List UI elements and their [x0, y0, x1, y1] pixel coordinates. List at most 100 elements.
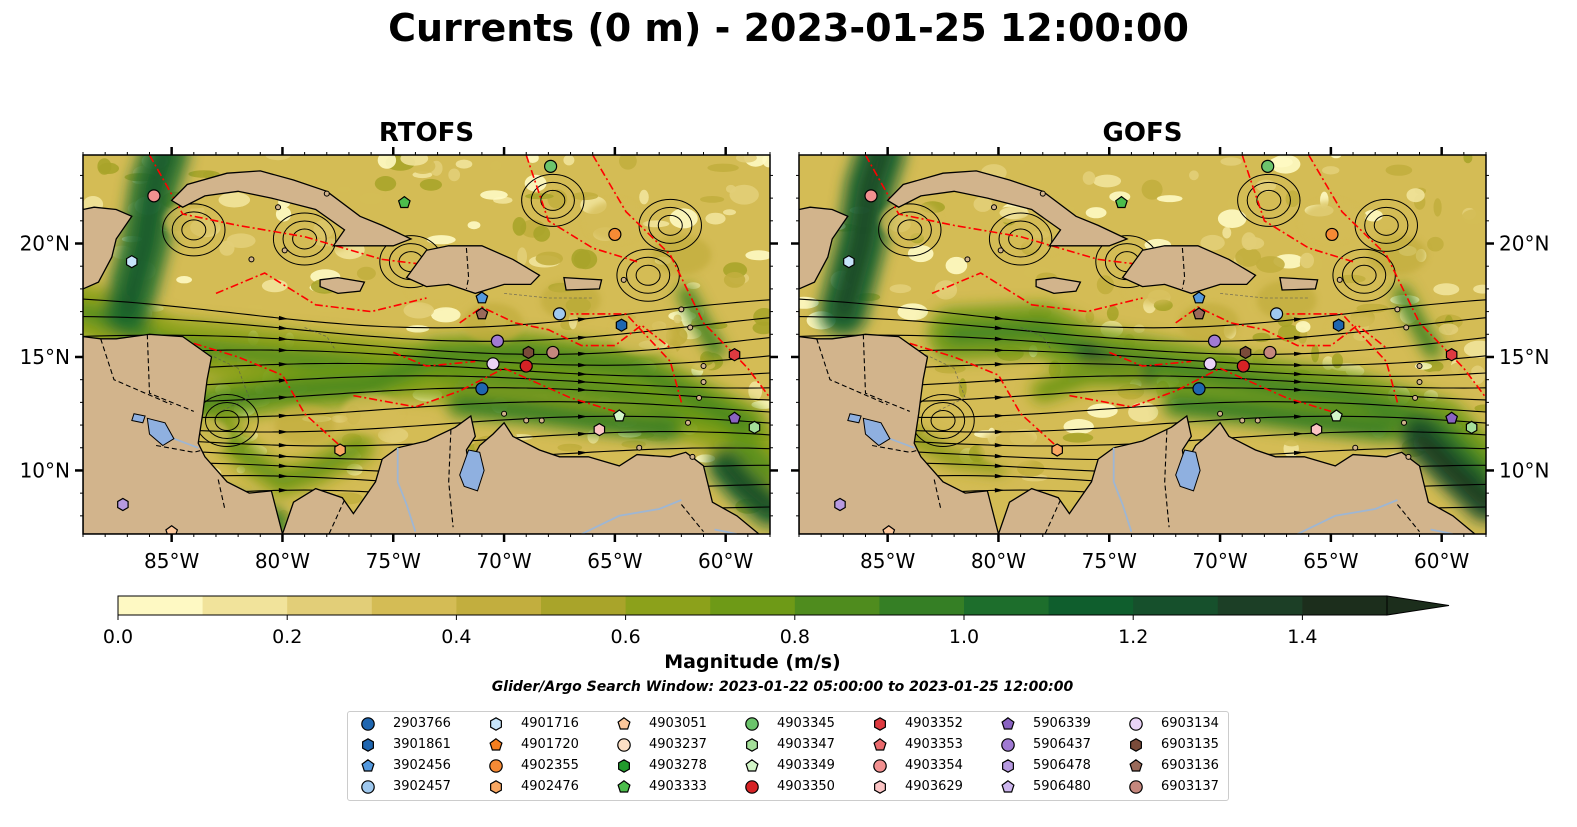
legend-marker-circle: [1129, 780, 1143, 794]
float-4901716: [125, 254, 138, 269]
legend-marker-circle: [1001, 738, 1015, 752]
legend-marker-circle: [489, 759, 503, 773]
legend-label: 6903134: [1161, 716, 1219, 731]
map-axes: 85°W 80°W 75°W 70°W 65°W 60°W 10°N 15°N 20°N: [20, 147, 778, 573]
lat-tick-label: 10°N: [1499, 458, 1549, 482]
legend-marker-pentagon: [617, 780, 631, 793]
legend-label: 6903136: [1161, 758, 1219, 773]
float-5906437: [1207, 334, 1222, 348]
legend-marker-circle: [1129, 717, 1143, 731]
land-masses: [83, 170, 760, 534]
colorbar-segment: [625, 596, 711, 615]
map-panel-gofs: 85°W 80°W 75°W 70°W 65°W 60°W 10°N 15°N 20°N: [791, 147, 1549, 573]
float-4903352: [1445, 348, 1458, 362]
depth-contours: [920, 293, 1309, 412]
float-markers: [117, 159, 761, 534]
legend-label: 4903051: [649, 716, 707, 731]
land-hispaniola: [405, 245, 541, 295]
legend-label: 4902476: [521, 779, 579, 794]
figure-title: Currents (0 m) - 2023-01-25 12:00:00: [388, 6, 1189, 50]
float-2903766: [1192, 382, 1206, 396]
legend-marker-hexagon: [618, 759, 630, 773]
country-borders: [816, 247, 1420, 534]
colorbar-tick-label: 0.6: [610, 626, 640, 648]
land-jamaica: [1035, 276, 1082, 295]
float-4902476: [334, 443, 346, 457]
float-2903766: [475, 382, 489, 396]
lat-tick-label: 15°N: [20, 345, 70, 369]
eez-boundaries: [864, 155, 1486, 449]
legend-marker-hexagon: [362, 738, 374, 752]
float-4903347: [748, 420, 761, 435]
float-5906437: [490, 334, 505, 348]
legend-marker-pentagon: [873, 738, 887, 751]
float-4902355: [608, 227, 622, 242]
land-yucatan: [83, 206, 133, 290]
legend-label: 3902457: [393, 779, 451, 794]
legend-label: 3901861: [393, 737, 451, 752]
lon-tick-label: 80°W: [255, 549, 310, 573]
lon-tick-label: 60°W: [698, 549, 753, 573]
legend-label: 6903135: [1161, 737, 1219, 752]
land-southam: [281, 414, 760, 534]
float-6903136: [1192, 307, 1206, 320]
lon-tick-label: 75°W: [1082, 549, 1137, 573]
legend-label: 4903237: [649, 737, 707, 752]
lake-nicaragua: [862, 417, 891, 447]
land-yucatan: [799, 206, 849, 290]
legend-marker-pentagon: [1129, 759, 1143, 772]
float-4903345: [544, 159, 558, 173]
legend-marker-pentagon: [1001, 780, 1015, 793]
legend-label: 4903352: [905, 716, 963, 731]
float-6903134: [1203, 357, 1217, 371]
float-4903349: [612, 409, 626, 422]
legend-marker-pentagon: [745, 759, 759, 772]
panel-title-rtofs: RTOFS: [378, 118, 475, 148]
legend-label: 4903353: [905, 737, 963, 752]
lon-tick-label: 85°W: [860, 549, 915, 573]
lake-managua: [131, 413, 146, 424]
map-panel-rtofs: 85°W 80°W 75°W 70°W 65°W 60°W 10°N 15°N 20°N: [20, 147, 778, 573]
legend-label: 4901720: [521, 737, 579, 752]
map-frame: [82, 154, 771, 535]
float-markers: [834, 159, 1478, 534]
float-4901716: [843, 254, 855, 269]
current-magnitude-field: [83, 155, 770, 534]
float-6903137: [1263, 345, 1277, 360]
lon-tick-label: 85°W: [144, 549, 199, 573]
depth-contours: [204, 293, 593, 412]
legend-label: 5906339: [1033, 716, 1091, 731]
legend-label: 4903349: [777, 758, 835, 773]
colorbar-tick-label: 1.4: [1287, 626, 1317, 648]
lake-maracaibo: [459, 449, 485, 492]
search-window-subtitle: Glider/Argo Search Window: 2023-01-22 05…: [491, 679, 1074, 695]
lon-tick-label: 75°W: [366, 549, 421, 573]
legend-label: 4903350: [777, 779, 835, 794]
legend-label: 5906478: [1033, 758, 1091, 773]
colorbar-segment: [541, 596, 627, 615]
float-3902456: [475, 291, 489, 304]
legend-label: 4903629: [905, 779, 963, 794]
lon-tick-label: 70°W: [476, 549, 531, 573]
colorbar-extend-arrow: [1386, 595, 1450, 616]
float-5906478: [117, 497, 129, 512]
colorbar-segment: [1302, 596, 1388, 615]
land-hispaniola: [1121, 245, 1257, 295]
legend-marker-hexagon: [874, 780, 886, 794]
land-cuba: [170, 170, 413, 247]
land-centralam: [83, 333, 284, 534]
land-puertorico: [1279, 276, 1319, 291]
legend-marker-hexagon: [874, 717, 886, 731]
lon-tick-label: 65°W: [1303, 549, 1358, 573]
legend-label: 2903766: [393, 716, 451, 731]
legend-label: 5906480: [1033, 779, 1091, 794]
lake-managua: [847, 413, 862, 424]
legend-marker-pentagon: [1001, 717, 1015, 730]
eez-boundaries: [148, 155, 770, 449]
lake-nicaragua: [146, 417, 175, 447]
float-4903629: [593, 422, 606, 437]
colorbar-label: Magnitude (m/s): [664, 651, 841, 673]
legend-marker-circle: [361, 717, 375, 731]
colorbar-segment: [964, 596, 1050, 615]
map-frame: [798, 154, 1487, 535]
